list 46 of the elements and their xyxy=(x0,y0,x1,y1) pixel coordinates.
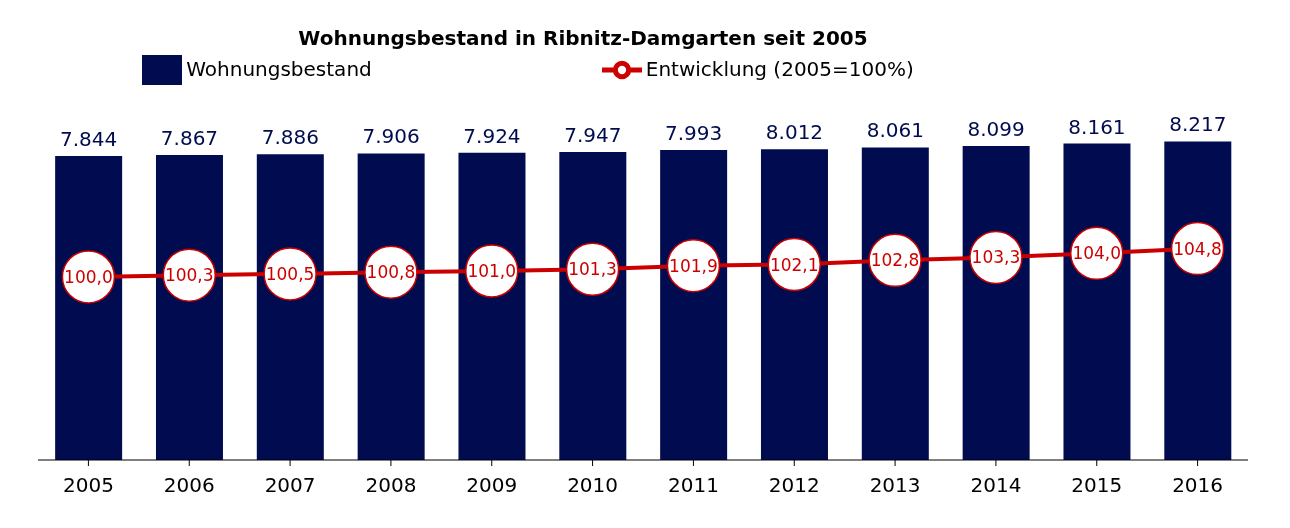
x-tick-label: 2009 xyxy=(466,473,518,498)
data-label: 103,3 xyxy=(971,247,1021,268)
data-label: 7.947 xyxy=(564,122,622,147)
data-label: 7.906 xyxy=(362,124,420,149)
x-tick-label: 2007 xyxy=(264,473,316,498)
x-tick-label: 2008 xyxy=(365,473,417,498)
legend-label: Entwicklung (2005=100%) xyxy=(645,56,914,81)
data-label: 7.844 xyxy=(60,126,118,151)
data-label: 102,8 xyxy=(870,250,920,271)
x-tick-label: 2005 xyxy=(62,473,114,498)
data-label: 102,1 xyxy=(769,254,819,275)
bar xyxy=(1063,143,1131,460)
data-label: 104,0 xyxy=(1072,243,1122,264)
x-tick-label: 2014 xyxy=(970,473,1022,498)
bar xyxy=(155,154,223,460)
data-label: 8.061 xyxy=(866,118,924,143)
data-label: 7.867 xyxy=(160,125,219,150)
x-tick-label: 2006 xyxy=(163,473,215,498)
x-tick-label: 2016 xyxy=(1172,473,1224,498)
legend-label: Wohnungsbestand xyxy=(186,56,372,81)
data-label: 8.012 xyxy=(765,120,824,145)
data-label: 101,3 xyxy=(568,259,617,280)
bar xyxy=(55,155,123,460)
chart-title: Wohnungsbestand in Ribnitz-Damgarten seit 2005 xyxy=(297,26,869,50)
data-label: 101,9 xyxy=(669,255,718,276)
data-label: 8.161 xyxy=(1068,114,1126,139)
data-label: 8.217 xyxy=(1169,112,1227,137)
data-label: 101,0 xyxy=(467,261,517,281)
data-label: 7.886 xyxy=(261,125,319,150)
bar xyxy=(760,149,828,460)
data-label: 100,5 xyxy=(265,263,315,284)
data-label: 100,0 xyxy=(64,266,113,287)
bar xyxy=(962,145,1030,460)
data-label: 100,3 xyxy=(164,265,214,286)
data-label: 100,8 xyxy=(366,262,416,283)
data-label: 8.099 xyxy=(967,116,1025,141)
bar xyxy=(660,150,728,460)
x-tick-label: 2013 xyxy=(869,473,921,498)
x-tick-label: 2011 xyxy=(667,473,719,498)
x-tick-label: 2012 xyxy=(768,473,820,498)
x-tick-label: 2010 xyxy=(567,473,619,498)
data-label: 104,8 xyxy=(1173,238,1222,259)
data-label: 7.993 xyxy=(665,121,723,146)
bar xyxy=(559,151,627,460)
x-tick-label: 2015 xyxy=(1071,473,1123,498)
data-label: 7.924 xyxy=(463,123,521,148)
